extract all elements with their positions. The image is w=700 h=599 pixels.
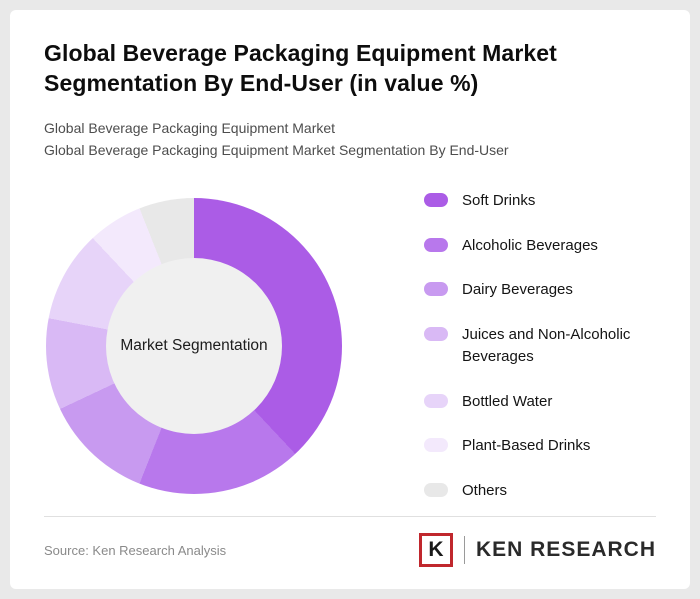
donut-center-label: Market Segmentation <box>120 336 268 354</box>
ken-research-logo: K KEN RESEARCH <box>418 533 656 567</box>
subtitle-line-1: Global Beverage Packaging Equipment Mark… <box>44 119 336 136</box>
chart-card: Global Beverage Packaging Equipment Mark… <box>10 10 690 589</box>
subtitle-line-2: Global Beverage Packaging Equipment Mark… <box>44 142 509 159</box>
legend-item: Alcoholic Beverages <box>424 235 656 257</box>
legend-swatch <box>424 282 448 297</box>
legend-label: Dairy Beverages <box>462 281 573 299</box>
legend-label: Soft Drinks <box>462 191 536 209</box>
chart-subtitles: Global Beverage Packaging Equipment Mark… <box>44 117 656 162</box>
legend-item: Juices and Non-Alcoholic Beverages <box>424 324 656 368</box>
legend-item: Bottled Water <box>424 391 656 413</box>
legend-item: Soft Drinks <box>424 190 656 212</box>
legend-label: Others <box>462 482 508 499</box>
donut-chart: Market Segmentation <box>46 197 342 494</box>
legend-swatch <box>424 438 448 453</box>
legend-label: Juices and Non-Alcoholic Beverages <box>462 326 631 365</box>
legend-item: Dairy Beverages <box>424 279 656 301</box>
legend-label: Bottled Water <box>462 392 553 410</box>
logo-k-icon: K <box>418 533 453 567</box>
legend-swatch <box>424 483 448 497</box>
chart-area: Market Segmentation Soft Drinks Alcoholic… <box>44 176 656 517</box>
footer: Source: Ken Research Analysis K KEN RESE… <box>44 516 656 567</box>
legend-item: Others <box>424 480 656 502</box>
legend-swatch <box>424 192 448 207</box>
legend-item: Plant-Based Drinks <box>424 435 656 457</box>
chart-title: Global Beverage Packaging Equipment Mark… <box>44 40 557 97</box>
source-text: Source: Ken Research Analysis <box>44 542 227 558</box>
donut-hole: Market Segmentation <box>106 257 282 434</box>
legend-swatch <box>424 237 448 252</box>
chart-legend: Soft Drinks Alcoholic Beverages Dairy Beve… <box>424 190 656 502</box>
legend-label: Plant-Based Drinks <box>462 437 591 455</box>
legend-swatch <box>424 393 448 408</box>
legend-label: Alcoholic Beverages <box>462 236 598 254</box>
logo-text: KEN RESEARCH <box>475 538 656 561</box>
logo-divider <box>463 536 465 564</box>
logo-monogram: K <box>428 538 444 561</box>
legend-swatch <box>424 327 448 341</box>
